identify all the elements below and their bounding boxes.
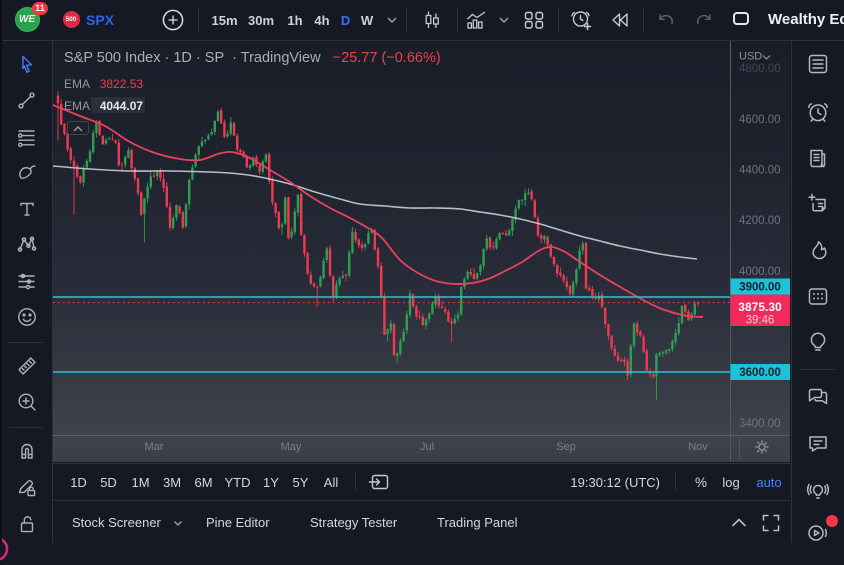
svg-text:3600.00: 3600.00 xyxy=(739,367,781,379)
svg-text:3875.30: 3875.30 xyxy=(738,300,782,314)
svg-text:39:46: 39:46 xyxy=(746,315,775,327)
svg-text:Jul: Jul xyxy=(420,441,434,453)
svg-text:Nov: Nov xyxy=(688,441,708,453)
svg-text:4800.00: 4800.00 xyxy=(739,63,781,75)
svg-text:May: May xyxy=(281,441,302,453)
svg-text:Mar: Mar xyxy=(145,441,164,453)
svg-text:USD: USD xyxy=(739,51,762,63)
svg-text:3400.00: 3400.00 xyxy=(739,418,781,430)
svg-text:3900.00: 3900.00 xyxy=(739,282,781,294)
svg-text:4400.00: 4400.00 xyxy=(739,165,781,177)
svg-text:4200.00: 4200.00 xyxy=(739,215,781,227)
svg-text:4000.00: 4000.00 xyxy=(739,266,781,278)
svg-text:4600.00: 4600.00 xyxy=(739,114,781,126)
svg-text:Sep: Sep xyxy=(556,441,576,453)
